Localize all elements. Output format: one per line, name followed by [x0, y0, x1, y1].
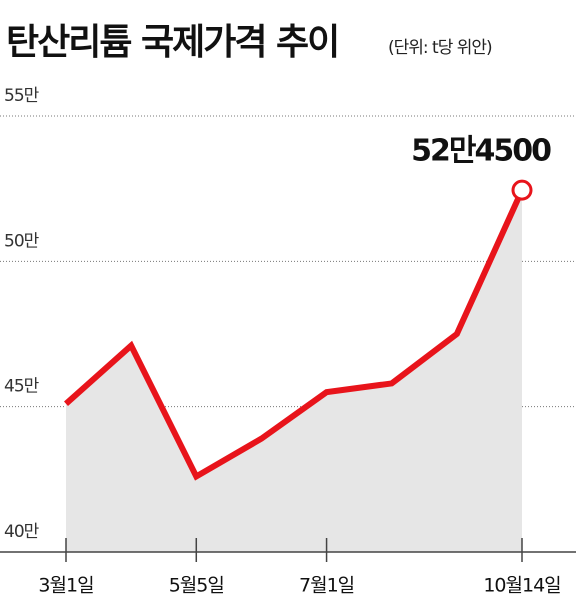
- value-label: 52만4500: [411, 134, 551, 169]
- x-tick-label: 7월1일: [299, 575, 354, 597]
- area: [66, 190, 522, 552]
- point: [511, 179, 533, 201]
- y-tick-label: 45만: [4, 377, 40, 397]
- chart-subtitle: (단위: t당 위안): [388, 38, 492, 58]
- y-tick-label: 40만: [4, 522, 40, 542]
- x-tick-label: 10월14일: [483, 575, 560, 597]
- chart-title: 탄산리튬 국제가격 추이: [6, 22, 338, 63]
- y-tick-label: 50만: [4, 231, 40, 251]
- y-tick-label: 55만: [4, 86, 40, 106]
- x-tick-label: 3월1일: [38, 575, 93, 597]
- line: [64, 188, 525, 481]
- x-tick-label: 5월5일: [169, 575, 224, 597]
